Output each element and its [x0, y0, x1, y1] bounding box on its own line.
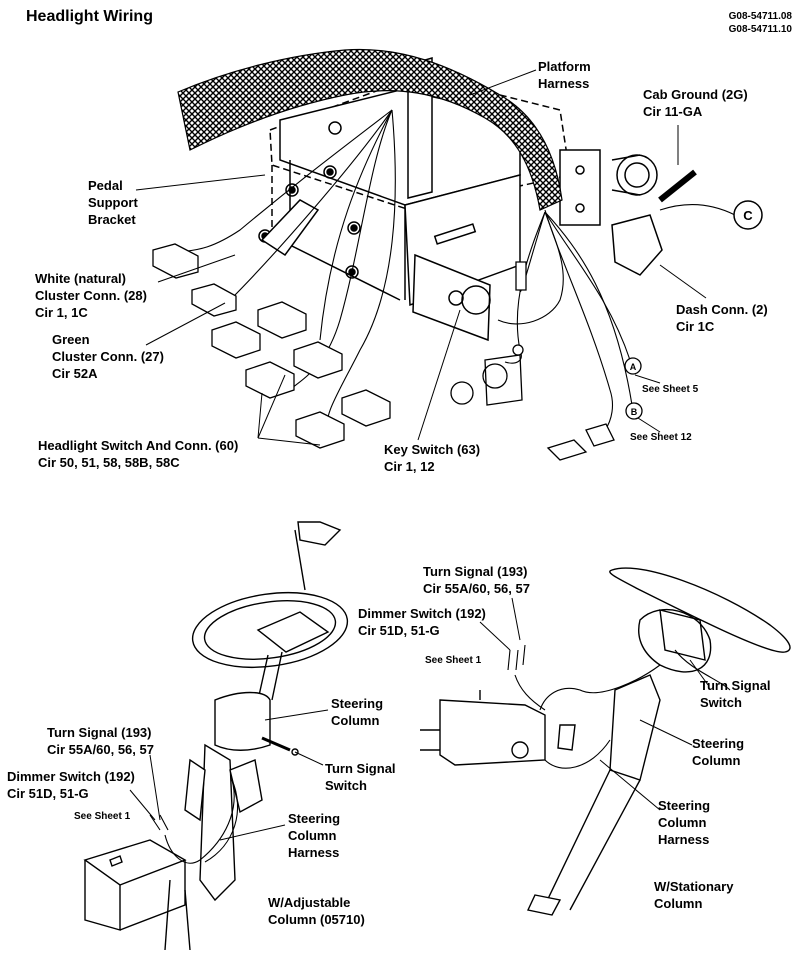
- dash-conn-label: Dash Conn. (2) Cir 1C: [676, 301, 768, 335]
- pedal-support-line2: Support: [88, 195, 138, 210]
- top-leader-lines: [135, 69, 707, 446]
- right-caption-line2: Column: [654, 896, 703, 911]
- right-turn-signal-line2: Cir 55A/60, 56, 57: [423, 581, 530, 596]
- right-column-wires: [507, 644, 731, 769]
- white-cluster-line2: Cluster Conn. (28): [35, 288, 147, 303]
- left-column-harness-line2: Column: [288, 828, 337, 843]
- left-dimmer-switch-line1: Dimmer Switch (192): [7, 769, 135, 784]
- circle-b-label: B: [631, 407, 638, 417]
- left-column-harness-line3: Harness: [288, 845, 340, 860]
- lamp-assembly: [450, 344, 524, 406]
- green-cluster-line1: Green: [52, 332, 90, 347]
- see-sheet-12-label: See Sheet 12: [630, 432, 692, 443]
- circle-a-label: A: [630, 362, 637, 372]
- left-turn-signal-switch-label: Turn Signal Switch: [325, 760, 396, 794]
- right-caption: W/Stationary Column: [654, 878, 733, 912]
- right-steering-column-label: Steering Column: [692, 735, 744, 769]
- left-dimmer-switch-label: Dimmer Switch (192) Cir 51D, 51-G: [7, 768, 135, 802]
- page-title: Headlight Wiring: [26, 8, 153, 25]
- headlight-switch-line1: Headlight Switch And Conn. (60): [38, 438, 239, 453]
- right-steering-column-line2: Column: [692, 753, 741, 768]
- dash-conn-line1: Dash Conn. (2): [676, 302, 768, 317]
- right-dimmer-switch-line1: Dimmer Switch (192): [358, 606, 486, 621]
- left-turn-signal-line2: Cir 55A/60, 56, 57: [47, 742, 154, 757]
- right-steering-column-line1: Steering: [692, 736, 745, 751]
- right-turn-signal-switch-label: Turn Signal Switch: [700, 677, 771, 711]
- top-wires: [179, 109, 736, 446]
- left-turn-signal-switch-line1: Turn Signal: [325, 761, 396, 776]
- right-see-sheet-1-label: See Sheet 1: [425, 655, 482, 666]
- adjustable-column: [83, 521, 349, 951]
- doc-numbers: G08-54711.08 G08-54711.10: [729, 10, 792, 36]
- platform-harness-label: Platform Harness: [538, 58, 591, 92]
- right-caption-line1: W/Stationary: [654, 879, 734, 894]
- right-dimmer-switch-label: Dimmer Switch (192) Cir 51D, 51-G: [358, 605, 486, 639]
- headlight-switch-label: Headlight Switch And Conn. (60) Cir 50, …: [38, 437, 238, 471]
- right-column-harness-label: Steering Column Harness: [658, 797, 710, 848]
- green-cluster-label: Green Cluster Conn. (27) Cir 52A: [52, 331, 164, 382]
- stationary-column: [420, 567, 791, 916]
- headlight-switch-line2: Cir 50, 51, 58, 58B, 58C: [38, 455, 180, 470]
- cluster-connectors: [152, 243, 615, 461]
- left-steering-column-line1: Steering: [331, 696, 384, 711]
- green-cluster-line2: Cluster Conn. (27): [52, 349, 164, 364]
- pedal-support-label: Pedal Support Bracket: [88, 177, 138, 228]
- right-column-harness-line2: Column: [658, 815, 707, 830]
- dash-conn-line2: Cir 1C: [676, 319, 715, 334]
- right-column-harness-line3: Harness: [658, 832, 710, 847]
- left-turn-signal-switch-line2: Switch: [325, 778, 367, 793]
- left-caption-line2: Column (05710): [268, 912, 365, 927]
- doc-number-1: G08-54711.08: [728, 11, 792, 22]
- left-turn-signal-line1: Turn Signal (193): [47, 725, 152, 740]
- left-column-harness-label: Steering Column Harness: [288, 810, 340, 861]
- left-caption-line1: W/Adjustable: [268, 895, 351, 910]
- white-cluster-line1: White (natural): [35, 271, 126, 286]
- left-turn-signal-label: Turn Signal (193) Cir 55A/60, 56, 57: [47, 724, 154, 758]
- green-cluster-line3: Cir 52A: [52, 366, 98, 381]
- doc-number-2: G08-54711.10: [728, 24, 792, 35]
- right-turn-signal-line1: Turn Signal (193): [423, 564, 528, 579]
- key-switch-line1: Key Switch (63): [384, 442, 481, 457]
- key-switch-label: Key Switch (63) Cir 1, 12: [384, 441, 480, 475]
- right-column-harness-line1: Steering: [658, 798, 711, 813]
- white-cluster-line3: Cir 1, 1C: [35, 305, 88, 320]
- white-cluster-label: White (natural) Cluster Conn. (28) Cir 1…: [35, 270, 147, 321]
- left-steering-column-line2: Column: [331, 713, 380, 728]
- pedal-support-line1: Pedal: [88, 178, 123, 193]
- circle-c-label: C: [743, 208, 753, 223]
- left-leader-lines: [129, 709, 329, 841]
- left-steering-column-label: Steering Column: [331, 695, 383, 729]
- cab-ground-label: Cab Ground (2G) Cir 11-GA: [643, 86, 748, 120]
- left-column-harness-line1: Steering: [288, 811, 341, 826]
- platform-harness-line2: Harness: [538, 76, 590, 91]
- left-caption: W/Adjustable Column (05710): [268, 894, 365, 928]
- platform-harness: [177, 48, 563, 211]
- right-turn-signal-switch-line2: Switch: [700, 695, 742, 710]
- right-dimmer-switch-line2: Cir 51D, 51-G: [358, 623, 440, 638]
- right-turn-signal-switch-line1: Turn Signal: [700, 678, 771, 693]
- right-turn-signal-label: Turn Signal (193) Cir 55A/60, 56, 57: [423, 563, 530, 597]
- cab-ground-line1: Cab Ground (2G): [643, 87, 748, 102]
- pedal-support-line3: Bracket: [88, 212, 136, 227]
- right-leader-lines: [479, 597, 709, 811]
- left-dimmer-switch-line2: Cir 51D, 51-G: [7, 786, 89, 801]
- left-see-sheet-1-label: See Sheet 1: [74, 811, 131, 822]
- left-column-wires: [149, 779, 239, 864]
- dash-assembly: [258, 57, 697, 342]
- cab-ground-line2: Cir 11-GA: [643, 104, 703, 119]
- key-switch-line2: Cir 1, 12: [384, 459, 435, 474]
- platform-harness-line1: Platform: [538, 59, 591, 74]
- see-sheet-5-label: See Sheet 5: [642, 384, 699, 395]
